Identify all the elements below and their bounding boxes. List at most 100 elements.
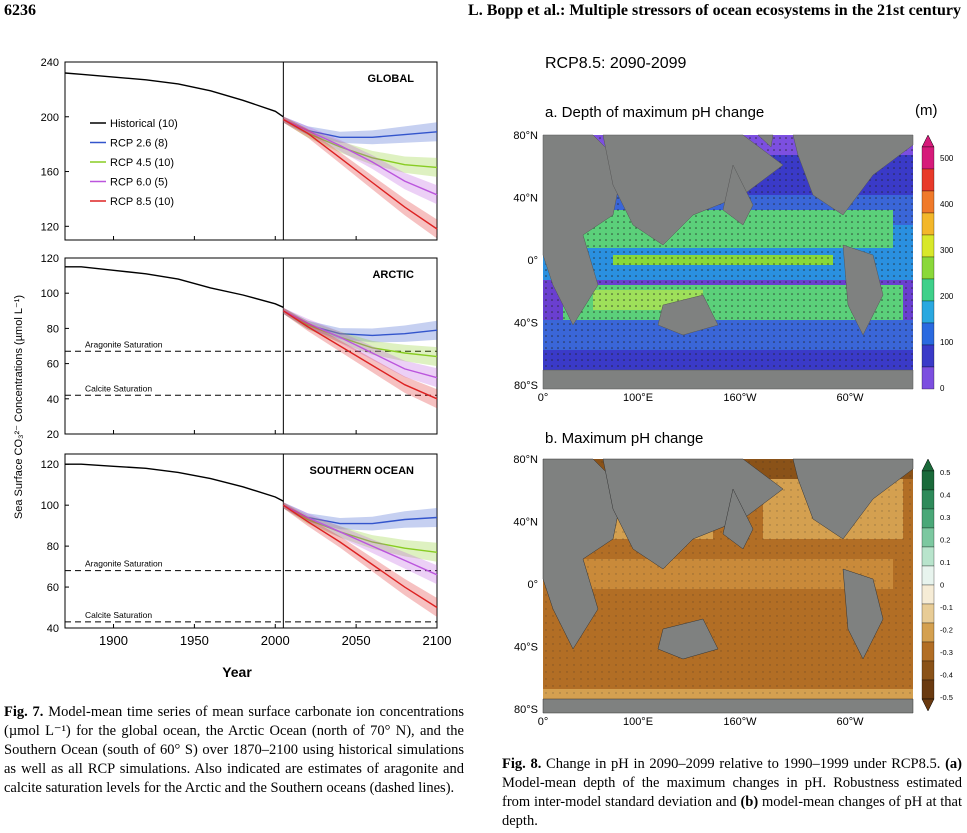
colorbar-bin xyxy=(921,622,935,643)
lat-label: 40°N xyxy=(513,193,538,205)
uncertainty-band xyxy=(283,116,437,177)
colorbar-bin xyxy=(921,527,935,548)
colorbar-bin xyxy=(921,234,935,258)
panel-frame xyxy=(64,257,438,435)
aragonite-label: Aragonite Saturation xyxy=(85,559,163,569)
colorbar-label: 0.3 xyxy=(940,513,950,522)
fig8-caption-text-2: Model-mean depth of the maximum changes … xyxy=(502,775,962,810)
panel-frame xyxy=(64,453,438,629)
series-line xyxy=(283,118,438,196)
x-tick-label: 1900 xyxy=(99,633,128,648)
series-line xyxy=(282,310,438,358)
y-tick-label: 80 xyxy=(47,541,59,553)
fig7-xlabel: Year xyxy=(222,664,252,680)
colorbar-label: 0 xyxy=(940,581,944,590)
lon-label: 100°E xyxy=(623,716,653,728)
colorbar-bin xyxy=(921,212,935,236)
lon-label: 160°W xyxy=(723,392,757,404)
colorbar-bin xyxy=(921,679,935,700)
map-a-lon-labels: 0° 100°E 160°W 60°W xyxy=(538,392,864,404)
lon-label: 0° xyxy=(538,716,549,728)
y-tick-label: 60 xyxy=(47,359,59,371)
x-tick-label: 2100 xyxy=(423,633,452,648)
y-tick-label: 240 xyxy=(41,57,59,69)
colorbar-bin xyxy=(921,256,935,280)
colorbar-bin xyxy=(921,278,935,302)
colorbar-top-arrow xyxy=(921,458,935,472)
legend-label: RCP 2.6 (8) xyxy=(110,138,168,150)
fig7-caption-text: Model-mean time series of mean surface c… xyxy=(4,704,465,796)
series-line xyxy=(282,118,438,230)
series-line xyxy=(282,504,438,553)
panel-global: GLOBAL 240 200 160 120 xyxy=(41,57,438,241)
map-b-lat-labels: 80°N 40°N 0° 40°S 80°S xyxy=(513,454,538,716)
fig8-caption-label: Fig. 8. xyxy=(502,756,542,772)
colorbar-label: 200 xyxy=(940,292,954,301)
fig8-caption-text-3: model-mean changes of pH at that depth. xyxy=(502,794,963,829)
fig7-caption: Fig. 7. Model-mean time series of mean s… xyxy=(4,703,464,798)
page-header: 6236 L. Bopp et al.: Multiple stressors … xyxy=(0,0,967,22)
series-line xyxy=(282,504,438,609)
colorbar-bin xyxy=(921,470,935,491)
colorbar-label: 0.5 xyxy=(940,468,950,477)
y-tick-label: 100 xyxy=(41,500,59,512)
calcite-label: Calcite Saturation xyxy=(85,383,152,393)
uncertainty-band xyxy=(283,116,437,239)
colorbar-bottom-arrow xyxy=(921,698,935,712)
colorbar-label: 100 xyxy=(940,338,954,347)
colorbar-label: -0.4 xyxy=(940,671,953,680)
lon-label: 0° xyxy=(538,392,549,404)
fig8-caption: Fig. 8. Change in pH in 2090–2099 relati… xyxy=(502,755,962,831)
y-tick-label: 120 xyxy=(41,253,59,265)
colorbar-bin xyxy=(921,146,935,170)
colorbar-label: 0.1 xyxy=(940,558,950,567)
map-b-lon-labels: 0° 100°E 160°W 60°W xyxy=(538,716,864,728)
figure-7-line-charts: Sea Surface CO₃²⁻ Concentrations (µmol L… xyxy=(13,57,452,680)
panel-frame xyxy=(64,61,438,241)
uncertainty-band xyxy=(283,502,437,585)
lon-label: 160°W xyxy=(723,716,757,728)
colorbar-label: 500 xyxy=(940,154,954,163)
colorbar-bin xyxy=(921,508,935,529)
lon-label: 60°W xyxy=(836,716,864,728)
series-line xyxy=(282,310,438,400)
y-tick-label: 200 xyxy=(41,112,59,124)
uncertainty-band xyxy=(283,116,437,205)
panel-a-title: a. Depth of maximum pH change xyxy=(545,104,764,121)
colorbar-bin xyxy=(921,565,935,586)
colorbar-label: -0.2 xyxy=(940,626,953,635)
legend-label: Historical (10) xyxy=(110,118,178,130)
lat-label: 0° xyxy=(527,579,538,591)
calcite-label: Calcite Saturation xyxy=(85,610,152,620)
colorbar-bin xyxy=(921,168,935,192)
panel-southern-ocean: SOUTHERN OCEAN 120 100 80 60 40 Aragonite Satu… xyxy=(41,453,438,635)
colorbar-label: 0 xyxy=(940,384,945,393)
y-tick-label: 40 xyxy=(47,394,59,406)
colorbar-bin xyxy=(921,489,935,510)
colorbar-bin xyxy=(921,660,935,681)
map-b-colorbar: 0.5 0.4 0.3 0.2 0.1 0 -0.1 -0.2 -0.3 -0.4 -0.5 xyxy=(921,458,953,712)
aragonite-label: Aragonite Saturation xyxy=(85,339,163,349)
panel-arctic: ARCTIC 120 100 80 60 40 20 Aragonite Saturation… xyxy=(41,253,438,441)
lat-label: 40°S xyxy=(514,642,538,654)
y-tick-label: 80 xyxy=(47,323,59,335)
map-a xyxy=(542,134,914,390)
lat-label: 40°N xyxy=(513,517,538,529)
panel-b-title: b. Maximum pH change xyxy=(545,430,703,447)
colorbar-bin xyxy=(921,641,935,662)
colorbar-label: -0.1 xyxy=(940,603,953,612)
colorbar-bin xyxy=(921,190,935,214)
legend-label: RCP 8.5 (10) xyxy=(110,196,174,208)
x-tick-label: 2050 xyxy=(342,633,371,648)
figure-8-maps: a. Depth of maximum pH change (m) 80°N 40… xyxy=(513,102,954,728)
running-title: L. Bopp et al.: Multiple stressors of oc… xyxy=(468,2,961,19)
colorbar-label: 400 xyxy=(940,200,954,209)
x-tick-label: 2000 xyxy=(261,633,290,648)
panel-title: ARCTIC xyxy=(372,269,414,281)
fig7-caption-label: Fig. 7. xyxy=(4,704,44,720)
x-tick-label: 1950 xyxy=(180,633,209,648)
colorbar-label: 300 xyxy=(940,246,954,255)
colorbar-bin xyxy=(921,300,935,324)
y-tick-label: 120 xyxy=(41,459,59,471)
colorbar-bin xyxy=(921,546,935,567)
